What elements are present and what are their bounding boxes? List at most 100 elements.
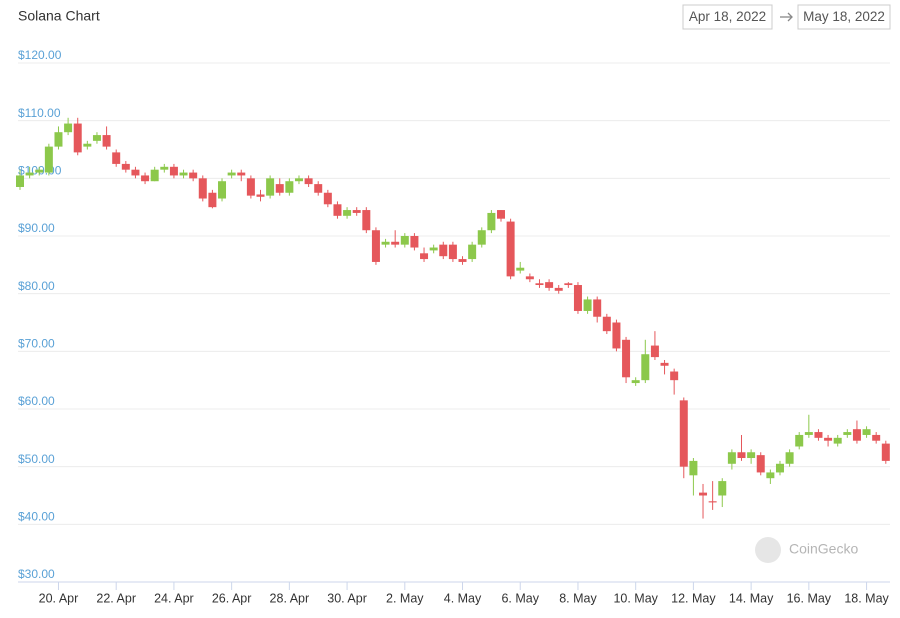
y-tick-label: $120.00 <box>18 48 62 62</box>
candle-body <box>612 322 621 349</box>
candle-body <box>852 429 861 441</box>
candle-body <box>227 172 236 176</box>
date-from[interactable]: Apr 18, 2022 <box>689 9 766 24</box>
y-tick-label: $80.00 <box>18 279 55 293</box>
candle-body <box>497 210 505 219</box>
x-tick-label: 16. May <box>787 591 832 605</box>
candle-body <box>545 282 554 288</box>
candle-body <box>756 455 765 473</box>
y-tick-label: $40.00 <box>18 510 55 524</box>
candle-body <box>679 400 688 467</box>
chart-title: Solana Chart <box>18 8 100 24</box>
candle-body <box>189 172 198 179</box>
candle-body <box>208 192 217 208</box>
x-tick-label: 24. Apr <box>154 591 194 605</box>
candle-body <box>747 452 756 459</box>
candle-body <box>516 267 525 271</box>
candle-body <box>650 345 659 358</box>
candle-body <box>169 166 178 176</box>
candle-body <box>54 132 63 147</box>
candle-body <box>323 192 332 205</box>
x-tick-label: 2. May <box>386 591 424 605</box>
x-tick-label: 22. Apr <box>96 591 136 605</box>
candle-body <box>381 241 390 245</box>
candle-body <box>131 169 140 176</box>
candle-body <box>141 175 150 182</box>
candle-body <box>718 481 727 496</box>
candle-body <box>872 434 881 441</box>
watermark-logo <box>755 537 781 563</box>
candle-body <box>343 210 352 216</box>
candle-body <box>737 452 746 459</box>
candle-body <box>429 247 438 251</box>
candle-body <box>795 434 804 447</box>
candle-body <box>631 380 640 384</box>
date-to-box[interactable] <box>797 4 891 30</box>
candle-body <box>362 210 371 231</box>
candle-body <box>410 236 419 248</box>
y-tick-label: $30.00 <box>18 567 55 581</box>
y-tick-label: $60.00 <box>18 394 55 408</box>
candle-body <box>420 253 429 260</box>
candle-body <box>160 166 169 170</box>
candle-body <box>670 371 679 381</box>
candle-body <box>554 287 563 291</box>
candle-body <box>256 194 265 197</box>
candle-body <box>246 178 255 196</box>
candle-body <box>602 316 611 332</box>
candle-body <box>25 172 34 176</box>
candle-body <box>112 152 121 164</box>
x-tick-label: 10. May <box>613 591 658 605</box>
candle-body <box>824 437 833 441</box>
candle-body <box>843 432 852 435</box>
x-tick-label: 30. Apr <box>327 591 367 605</box>
x-tick-label: 8. May <box>559 591 597 605</box>
y-tick-label: $90.00 <box>18 221 55 235</box>
candle-body <box>314 184 323 193</box>
candle-body <box>352 210 361 213</box>
candle-body <box>16 175 24 187</box>
candle-body <box>766 472 775 479</box>
candle-body <box>44 146 53 173</box>
candle-body <box>814 432 823 438</box>
candle-body <box>564 283 573 286</box>
date-to[interactable]: May 18, 2022 <box>803 9 885 24</box>
date-from-box[interactable] <box>682 4 773 30</box>
candle-body <box>73 123 82 153</box>
candle-body <box>862 429 871 435</box>
candle-body <box>266 178 275 196</box>
candle-body <box>458 259 467 262</box>
candle-body <box>439 244 448 257</box>
candle-body <box>573 285 582 311</box>
candle-body <box>35 169 44 173</box>
candle-body <box>660 362 669 366</box>
x-tick-label: 28. Apr <box>270 591 310 605</box>
y-tick-label: $50.00 <box>18 452 55 466</box>
x-tick-label: 6. May <box>501 591 539 605</box>
candle-body <box>83 143 92 147</box>
candle-body <box>92 135 101 141</box>
candle-body <box>727 452 736 464</box>
candle-body <box>785 452 794 464</box>
candle-body <box>237 172 246 176</box>
y-tick-label: $70.00 <box>18 337 55 351</box>
candle-body <box>506 221 515 277</box>
candle-body <box>487 212 496 231</box>
candle-body <box>881 443 890 461</box>
candle-body <box>294 178 303 182</box>
candle-body <box>285 181 294 193</box>
candle-body <box>535 283 544 286</box>
candle-body <box>833 437 842 444</box>
x-tick-label: 4. May <box>444 591 482 605</box>
candle-body <box>622 339 631 378</box>
candle-body <box>448 244 457 260</box>
candle-body <box>275 184 284 193</box>
candle-body <box>689 460 698 476</box>
candle-body <box>641 354 650 381</box>
candle-body <box>218 181 227 199</box>
candle-body <box>64 123 73 133</box>
candle-body <box>593 299 602 317</box>
candle-body <box>150 169 159 182</box>
candle-body <box>121 163 130 170</box>
